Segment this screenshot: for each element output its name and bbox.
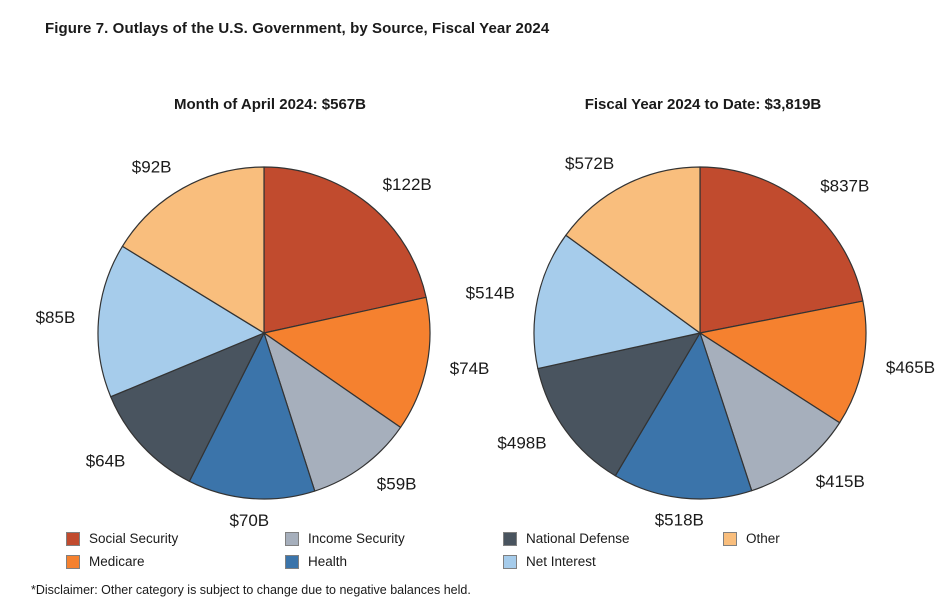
pie-slice-net-interest	[97, 245, 265, 398]
slice-value-label-national-defense: $498B	[497, 433, 546, 452]
legend-swatch-icon	[66, 554, 80, 569]
legend-swatch-icon	[723, 531, 737, 546]
legend: Social Security Medicare Income Security He…	[66, 527, 780, 573]
left-pie-title: Month of April 2024: $567B	[174, 96, 366, 113]
disclaimer: *Disclaimer: Other category is subject t…	[31, 583, 471, 597]
legend-swatch-icon	[66, 531, 80, 546]
legend-swatch-icon	[285, 554, 299, 569]
pie-slice-social-security	[263, 166, 427, 334]
slice-value-label-other: $572B	[565, 154, 614, 173]
slice-value-label-medicare: $74B	[450, 359, 490, 378]
slice-value-label-other: $92B	[132, 157, 172, 176]
legend-item-social-security: Social Security	[66, 527, 285, 550]
pie-slice-health	[188, 332, 316, 500]
pie-fiscal-year-to-date: $837B $465B $415B $518B $498B $514B $572B	[466, 154, 935, 530]
figure-title: Figure 7. Outlays of the U.S. Government…	[45, 20, 550, 37]
legend-column: Social Security Medicare	[66, 527, 285, 573]
legend-swatch-icon	[503, 554, 517, 569]
slice-value-label-national-defense: $64B	[86, 451, 126, 470]
right-pie-title: Fiscal Year 2024 to Date: $3,819B	[584, 96, 822, 113]
slice-value-label-income-security: $415B	[816, 472, 865, 491]
pie-slice-national-defense	[110, 332, 265, 482]
legend-item-medicare: Medicare	[66, 550, 285, 573]
legend-column: Other	[723, 527, 780, 550]
slice-value-label-net-interest: $514B	[466, 284, 515, 303]
pie-slice-social-security	[699, 166, 864, 334]
legend-label: Other	[746, 531, 780, 546]
legend-label: National Defense	[526, 531, 630, 546]
pie-slice-national-defense	[537, 332, 701, 477]
legend-item-other: Other	[723, 527, 780, 550]
slice-value-label-social-security: $122B	[383, 175, 432, 194]
legend-label: Income Security	[308, 531, 405, 546]
legend-label: Net Interest	[526, 554, 596, 569]
slice-value-label-medicare: $465B	[886, 358, 935, 377]
legend-swatch-icon	[503, 531, 517, 546]
pie-slice-other	[565, 166, 701, 334]
pie-slice-medicare	[263, 296, 431, 429]
slice-value-label-net-interest: $85B	[36, 308, 76, 327]
legend-label: Medicare	[89, 554, 145, 569]
slice-value-label-health: $518B	[655, 511, 704, 530]
slice-value-label-social-security: $837B	[820, 176, 869, 195]
slice-value-label-income-security: $59B	[377, 474, 417, 493]
legend-label: Health	[308, 554, 348, 569]
pie-slice-income-security	[699, 332, 841, 492]
legend-column: Income Security Health	[285, 527, 503, 573]
pie-slice-health	[614, 332, 753, 500]
legend-item-income-security: Income Security	[285, 527, 503, 550]
slice-value-label-health: $70B	[229, 511, 269, 530]
pie-month-of-april: $122B $74B $59B $70B $64B $85B $92B	[36, 157, 490, 530]
legend-swatch-icon	[285, 531, 299, 546]
legend-column: National Defense Net Interest	[503, 527, 723, 573]
pie-charts-canvas: $122B $74B $59B $70B $64B $85B $92B $837B $465B…	[36, 154, 935, 530]
legend-item-net-interest: Net Interest	[503, 550, 723, 573]
legend-item-health: Health	[285, 550, 503, 573]
pie-slice-net-interest	[533, 234, 701, 370]
pie-slice-medicare	[699, 300, 867, 424]
legend-label: Social Security	[89, 531, 179, 546]
pie-slice-other	[121, 166, 265, 334]
legend-item-national-defense: National Defense	[503, 527, 723, 550]
pie-slice-income-security	[263, 332, 402, 492]
